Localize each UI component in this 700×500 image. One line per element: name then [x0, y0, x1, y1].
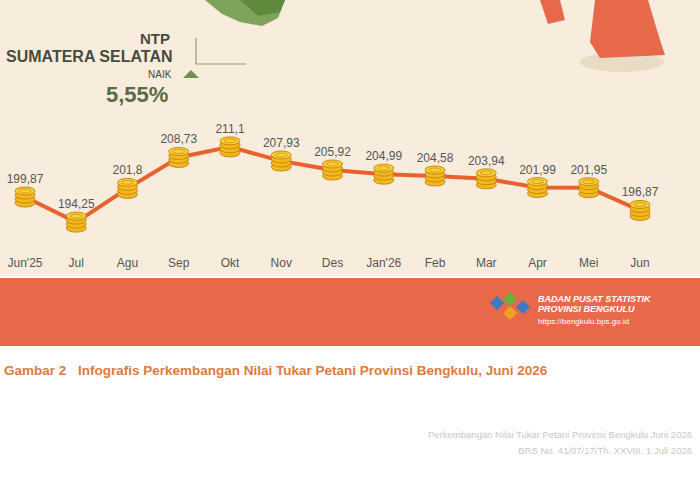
- svg-text:Feb: Feb: [425, 256, 446, 270]
- svg-text:Sep: Sep: [168, 256, 190, 270]
- svg-text:Jun'25: Jun'25: [8, 256, 43, 270]
- svg-text:201,8: 201,8: [112, 163, 142, 177]
- svg-text:Jun: Jun: [630, 256, 649, 270]
- svg-text:208,73: 208,73: [160, 132, 197, 146]
- svg-text:199,87: 199,87: [7, 172, 44, 186]
- svg-text:207,93: 207,93: [263, 136, 300, 150]
- svg-text:204,99: 204,99: [365, 149, 402, 163]
- svg-text:201,95: 201,95: [570, 163, 607, 177]
- svg-text:5,55%: 5,55%: [106, 82, 168, 107]
- svg-text:NAIK: NAIK: [148, 69, 172, 80]
- svg-text:Nov: Nov: [271, 256, 292, 270]
- svg-text:SUMATERA SELATAN: SUMATERA SELATAN: [6, 48, 173, 65]
- svg-text:Des: Des: [322, 256, 343, 270]
- svg-text:Mar: Mar: [476, 256, 497, 270]
- svg-text:Okt: Okt: [221, 256, 240, 270]
- svg-text:BADAN PUSAT STATISTIK: BADAN PUSAT STATISTIK: [538, 294, 652, 304]
- svg-text:NTP: NTP: [140, 30, 170, 47]
- svg-text:Apr: Apr: [528, 256, 547, 270]
- svg-text:201,99: 201,99: [519, 163, 556, 177]
- svg-text:Infografis Perkembangan Nilai: Infografis Perkembangan Nilai Tukar Peta…: [78, 363, 548, 378]
- svg-text:Agu: Agu: [117, 256, 138, 270]
- svg-text:204,58: 204,58: [417, 151, 454, 165]
- svg-text:https://bengkulu.bps.go.id: https://bengkulu.bps.go.id: [538, 317, 629, 326]
- svg-text:211,1: 211,1: [215, 122, 244, 136]
- svg-text:Mei: Mei: [579, 256, 598, 270]
- svg-text:205,92: 205,92: [314, 145, 351, 159]
- svg-text:PROVINSI BENGKULU: PROVINSI BENGKULU: [538, 304, 635, 314]
- svg-text:Perkembangan Nilai Tukar Petan: Perkembangan Nilai Tukar Petani Provinsi…: [428, 429, 692, 440]
- svg-text:196,87: 196,87: [622, 185, 659, 199]
- svg-text:Jul: Jul: [69, 256, 84, 270]
- svg-text:Jan'26: Jan'26: [366, 256, 401, 270]
- svg-text:BRS No. 41/07/17/Th. XXVIII, 1: BRS No. 41/07/17/Th. XXVIII, 1 Juli 2026: [518, 445, 692, 456]
- svg-text:203,94: 203,94: [468, 154, 505, 168]
- svg-text:194,25: 194,25: [58, 197, 95, 211]
- svg-text:Gambar 2: Gambar 2: [4, 363, 66, 378]
